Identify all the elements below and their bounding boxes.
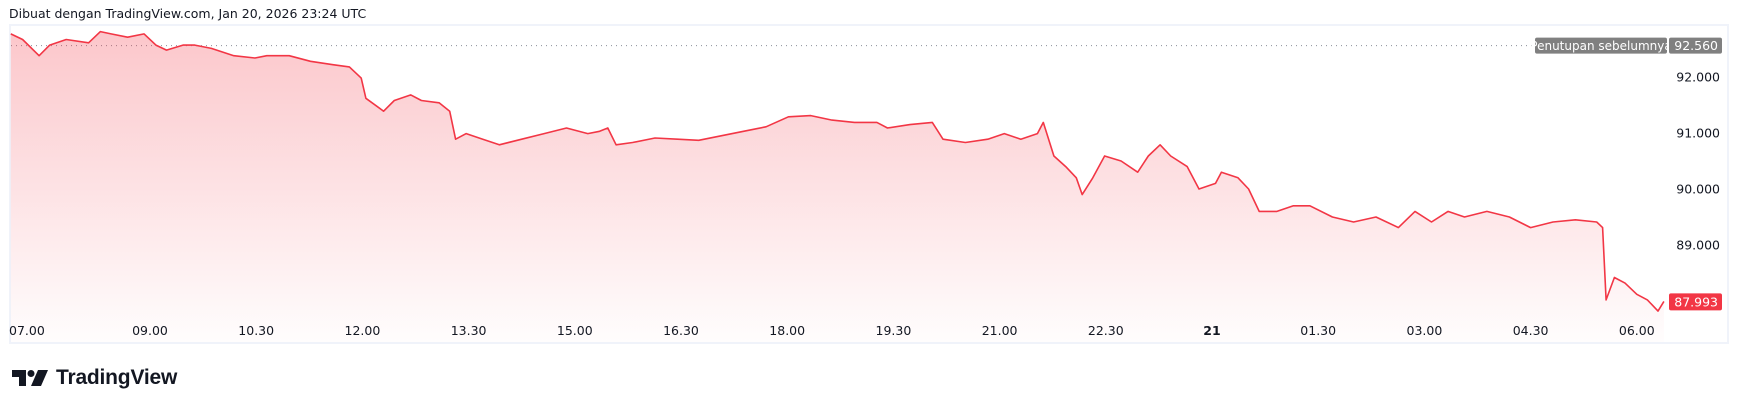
- x-tick-label: 16.30: [663, 323, 699, 338]
- x-tick-label: 03.00: [1407, 323, 1443, 338]
- previous-close-label: Penutupan sebelumnya: [1530, 39, 1671, 53]
- x-tick-label: 13.30: [451, 323, 487, 338]
- price-area-fill: [10, 31, 1664, 342]
- x-tick-label: 15.00: [557, 323, 593, 338]
- x-tick-label: 01.30: [1300, 323, 1336, 338]
- x-tick-label: 07.00: [9, 323, 45, 338]
- y-tick-label: 92.000: [1676, 70, 1720, 85]
- previous-close-label-badge: [1535, 37, 1667, 54]
- previous-close-value: 92.560: [1674, 38, 1718, 53]
- x-tick-label: 12.00: [345, 323, 381, 338]
- tradingview-logo-text: TradingView: [56, 366, 178, 389]
- price-line: [10, 30, 1665, 312]
- x-tick-label: 09.00: [132, 323, 168, 338]
- x-tick-label: 18.00: [769, 323, 805, 338]
- y-tick-label: 89.000: [1676, 238, 1720, 253]
- tradingview-logo-icon: [12, 370, 48, 386]
- x-tick-label: 22.30: [1088, 323, 1124, 338]
- chart-frame: [9, 24, 1729, 344]
- chart-attribution-title: Dibuat dengan TradingView.com, Jan 20, 2…: [9, 6, 367, 21]
- tradingview-logo[interactable]: TradingView: [12, 366, 177, 390]
- x-tick-label: 19.30: [876, 323, 912, 338]
- last-price-value: 87.993: [1674, 294, 1718, 309]
- last-price-badge: [1669, 293, 1722, 311]
- x-tick-label: 04.30: [1513, 323, 1549, 338]
- x-tick-label: 06.00: [1619, 323, 1655, 338]
- x-tick-label: 10.30: [238, 323, 274, 338]
- x-tick-label: 21.00: [982, 323, 1018, 338]
- previous-close-value-badge: [1669, 37, 1722, 54]
- x-tick-label: 21: [1203, 323, 1220, 338]
- y-tick-label: 90.000: [1676, 182, 1720, 197]
- y-tick-label: 91.000: [1676, 126, 1720, 141]
